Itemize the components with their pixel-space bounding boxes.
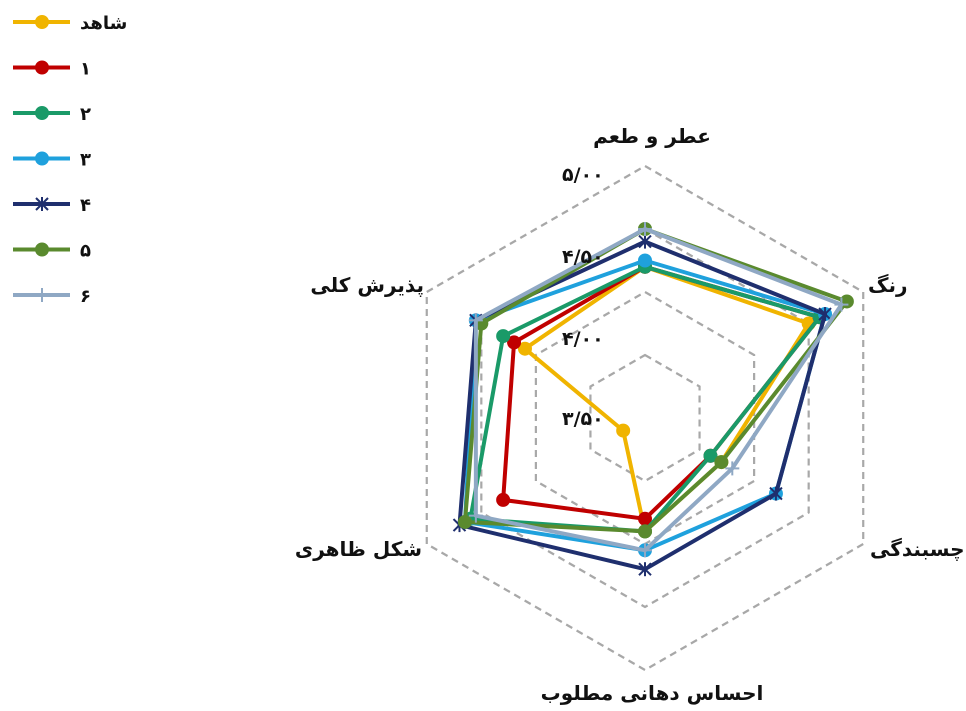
series-layer <box>452 222 854 577</box>
legend-label: ۳ <box>80 150 91 171</box>
tick-label: ۴/۰۰ <box>562 328 604 350</box>
axis-label-aroma-taste: عطر و طعم <box>593 124 711 148</box>
data-point <box>496 329 511 344</box>
axis-label-overall-acceptance: پذیرش کلی <box>310 273 424 298</box>
tick-label: ۴/۵۰ <box>562 246 604 268</box>
legend-item: ۲ <box>13 104 91 125</box>
data-point <box>517 341 532 356</box>
data-point <box>457 514 472 529</box>
tick-labels: ۳/۵۰ ۴/۰۰ ۴/۵۰ ۵/۰۰ <box>562 164 604 430</box>
data-point <box>35 15 49 29</box>
data-point <box>638 562 652 577</box>
axis-label-stickiness: چسبندگی <box>870 537 965 562</box>
axis-label-color: رنگ <box>868 273 908 297</box>
data-point <box>638 543 652 558</box>
data-point <box>35 151 49 166</box>
legend-label: ۵ <box>80 241 91 262</box>
data-point <box>35 288 49 302</box>
series-6 <box>468 222 849 558</box>
grid-ring <box>425 164 865 672</box>
tick-label: ۳/۵۰ <box>562 408 604 430</box>
data-point <box>769 486 783 501</box>
data-point <box>638 234 652 249</box>
legend-label: ۶ <box>80 286 91 307</box>
axis-label-appearance: شکل ظاهری <box>295 537 422 561</box>
grid-ring <box>589 353 701 483</box>
data-point <box>638 222 652 236</box>
data-point <box>496 492 511 507</box>
data-point <box>35 60 49 75</box>
legend-item: ۳ <box>13 150 91 171</box>
series-line <box>468 264 822 534</box>
legend-item: شاهد <box>13 13 127 34</box>
data-point <box>35 242 49 257</box>
data-point <box>468 313 483 328</box>
data-point <box>818 307 832 322</box>
data-point <box>35 197 49 211</box>
legend-item: ۴ <box>13 195 91 216</box>
legend: شاهد ۱ ۲ ۳ ۴ ۵ ۶ <box>13 13 127 307</box>
grid-ring <box>480 227 810 609</box>
axis-labels: عطر و طعم رنگ چسبندگی احساس دهانی مطلوب … <box>295 124 965 705</box>
data-point <box>35 106 49 120</box>
legend-item: ۱ <box>13 59 91 80</box>
legend-item: ۵ <box>13 241 91 262</box>
data-point <box>616 423 631 438</box>
legend-item: ۶ <box>13 286 91 307</box>
tick-label: ۵/۰۰ <box>562 164 604 186</box>
data-point <box>703 448 718 463</box>
data-point <box>834 297 849 312</box>
axis-label-mouthfeel: احساس دهانی مطلوب <box>541 681 764 705</box>
legend-label: ۱ <box>80 59 91 80</box>
legend-label: ۴ <box>80 195 91 216</box>
legend-label: شاهد <box>80 13 127 34</box>
data-point <box>507 335 522 350</box>
legend-label: ۲ <box>80 104 91 125</box>
data-point <box>468 508 483 523</box>
data-point <box>714 455 729 470</box>
data-point <box>638 253 652 268</box>
data-point <box>638 524 652 539</box>
data-point <box>725 461 740 476</box>
